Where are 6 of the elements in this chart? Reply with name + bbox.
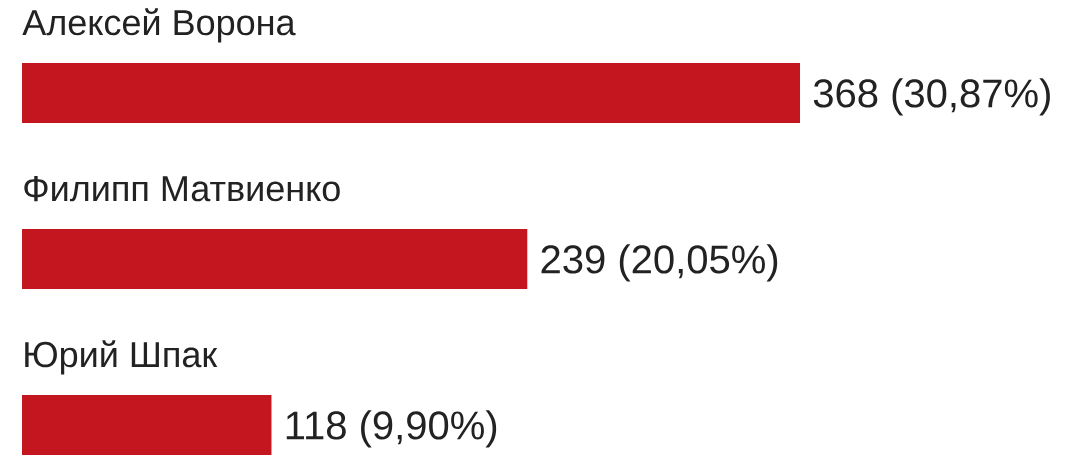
y-tick-label: Филипп Матвиенко <box>24 176 340 202</box>
data-label: 118 (9,90%) <box>286 410 497 448</box>
y-tick-label: Алексей Ворона <box>22 8 296 43</box>
y-tick-label: Юрий Шпак <box>25 340 218 375</box>
data-label: 239 (20,05%) <box>541 244 778 282</box>
data-label: 368 (30,87%) <box>813 78 1050 116</box>
